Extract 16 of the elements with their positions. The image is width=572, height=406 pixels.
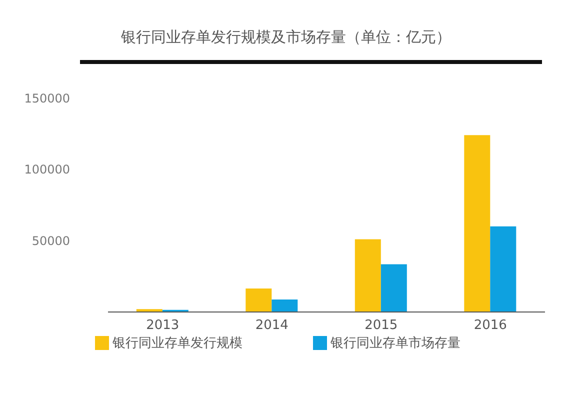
x-tick-label: 2016 [474, 318, 507, 334]
x-tick-label: 2013 [146, 318, 180, 334]
y-tick-label: 50000 [32, 234, 70, 248]
legend-label: 银行同业存单市场存量 [330, 336, 460, 351]
bar [490, 226, 516, 312]
y-tick-label: 100000 [24, 162, 70, 177]
bar [246, 288, 272, 312]
bar [380, 264, 407, 312]
bar [354, 239, 381, 312]
x-tick-label: 2014 [255, 318, 288, 334]
chart-title: 银行同业存单发行规模及市场存量（单位：亿元） [120, 28, 452, 47]
y-tick-label: 150000 [24, 91, 70, 106]
bar [272, 299, 298, 312]
x-tick-label: 2015 [364, 318, 398, 334]
bar [464, 135, 490, 312]
legend-label: 银行同业存单发行规模 [112, 336, 242, 351]
